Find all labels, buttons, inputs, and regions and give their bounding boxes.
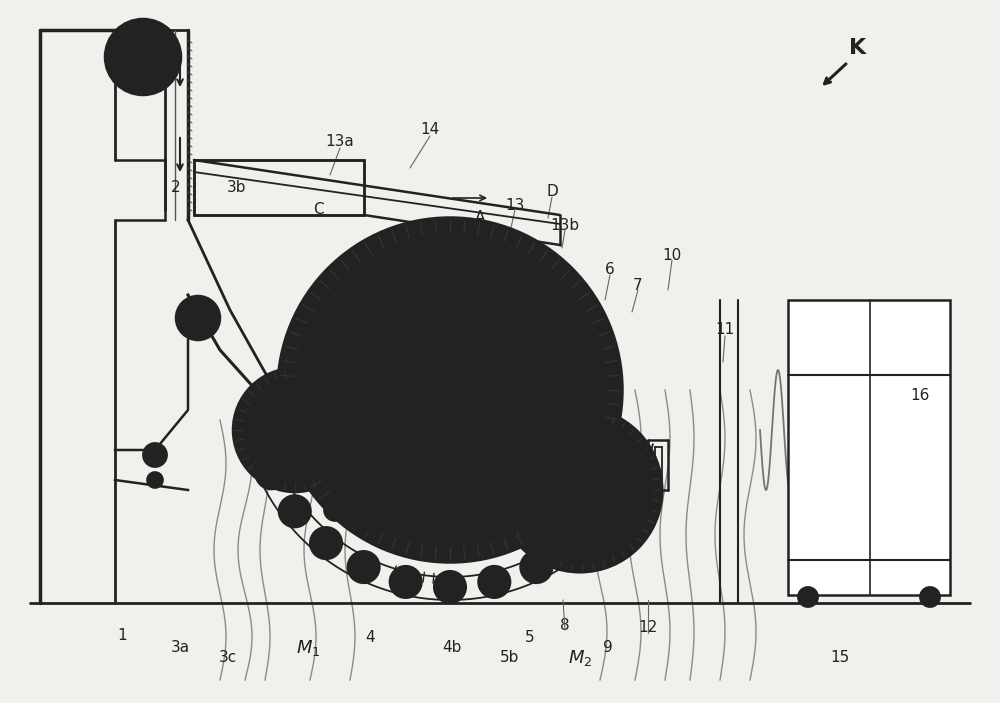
Text: 7: 7 <box>633 278 643 292</box>
Circle shape <box>495 447 505 457</box>
Text: 11: 11 <box>715 323 735 337</box>
Circle shape <box>373 511 395 533</box>
Circle shape <box>620 464 638 482</box>
Circle shape <box>441 578 459 596</box>
Text: 4: 4 <box>365 631 375 645</box>
Text: K: K <box>849 38 867 58</box>
Circle shape <box>357 509 379 531</box>
Circle shape <box>176 296 220 340</box>
Circle shape <box>278 218 622 562</box>
Circle shape <box>348 551 380 583</box>
Text: 13: 13 <box>505 198 525 212</box>
Circle shape <box>389 509 411 531</box>
Text: 6: 6 <box>605 262 615 278</box>
Text: $M_2$: $M_2$ <box>568 648 592 668</box>
Circle shape <box>522 445 542 465</box>
Circle shape <box>324 499 346 521</box>
Circle shape <box>233 368 357 492</box>
Circle shape <box>616 453 634 471</box>
Text: 13a: 13a <box>326 134 354 150</box>
Text: 5: 5 <box>525 631 535 645</box>
Circle shape <box>490 442 510 462</box>
Circle shape <box>576 486 584 494</box>
Circle shape <box>538 442 558 462</box>
Circle shape <box>434 571 466 603</box>
Text: 12: 12 <box>638 621 658 636</box>
Circle shape <box>245 380 345 480</box>
Circle shape <box>147 472 163 488</box>
Circle shape <box>613 457 645 489</box>
Text: 10: 10 <box>662 247 682 262</box>
Text: A: A <box>475 210 485 226</box>
Circle shape <box>511 450 521 460</box>
Circle shape <box>317 534 335 552</box>
Circle shape <box>186 306 210 330</box>
Circle shape <box>279 496 311 527</box>
Circle shape <box>121 35 165 79</box>
Text: 4b: 4b <box>442 640 462 655</box>
Text: 3c: 3c <box>219 650 237 666</box>
Text: 15: 15 <box>830 650 850 666</box>
Circle shape <box>255 457 287 489</box>
Circle shape <box>508 418 652 562</box>
Text: 16: 16 <box>910 387 930 403</box>
Circle shape <box>506 445 526 465</box>
Text: 5b: 5b <box>500 650 520 666</box>
Text: $M_1$: $M_1$ <box>296 638 320 658</box>
Text: 3b: 3b <box>227 181 247 195</box>
Text: C: C <box>313 202 323 217</box>
Circle shape <box>527 450 537 460</box>
Circle shape <box>310 527 342 559</box>
Circle shape <box>286 502 304 520</box>
Circle shape <box>405 505 427 527</box>
Circle shape <box>355 558 373 576</box>
Circle shape <box>341 505 363 527</box>
Circle shape <box>629 463 647 481</box>
Circle shape <box>589 496 621 527</box>
Bar <box>194 160 364 215</box>
Circle shape <box>478 566 510 598</box>
Circle shape <box>143 443 167 467</box>
Circle shape <box>262 464 280 482</box>
Circle shape <box>390 566 422 598</box>
Circle shape <box>485 573 503 591</box>
Circle shape <box>629 446 647 464</box>
Text: 8: 8 <box>560 617 570 633</box>
Text: D: D <box>546 184 558 200</box>
Circle shape <box>498 408 662 572</box>
Circle shape <box>527 558 545 576</box>
Text: 3a: 3a <box>170 640 190 655</box>
Circle shape <box>543 447 553 457</box>
Circle shape <box>397 573 415 591</box>
Text: 1: 1 <box>117 628 127 643</box>
Text: 14: 14 <box>420 122 440 138</box>
Circle shape <box>920 587 940 607</box>
Circle shape <box>596 502 614 520</box>
Circle shape <box>558 527 590 559</box>
Circle shape <box>295 235 605 545</box>
Bar <box>788 300 950 595</box>
Circle shape <box>520 551 552 583</box>
Text: 2: 2 <box>171 181 181 195</box>
Circle shape <box>565 534 583 552</box>
Circle shape <box>445 385 455 395</box>
Circle shape <box>105 19 181 95</box>
Circle shape <box>798 587 818 607</box>
Circle shape <box>421 499 443 521</box>
Text: 9: 9 <box>603 640 613 655</box>
Text: 13b: 13b <box>550 217 580 233</box>
